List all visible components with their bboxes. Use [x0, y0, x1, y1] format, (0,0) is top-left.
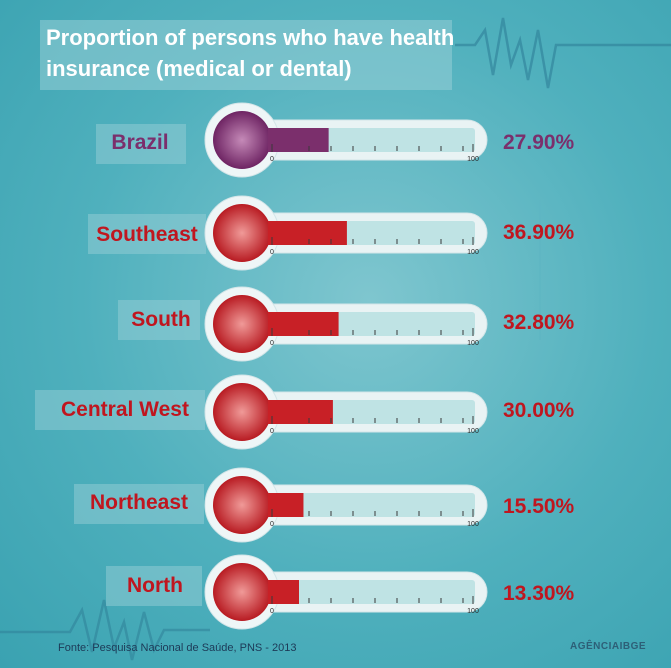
tube-track-north — [272, 580, 475, 604]
scale-min-label-north: 0 — [270, 608, 274, 615]
chart-title: Proportion of persons who have health in… — [46, 25, 455, 81]
scale-max-label-southeast: 100 — [467, 249, 479, 256]
bulb-south — [213, 295, 271, 353]
scale-min-label-brazil: 0 — [270, 156, 274, 163]
label-box-brazil — [96, 124, 186, 164]
category-label-brazil: Brazil — [111, 131, 169, 154]
label-box-northeast — [74, 484, 204, 524]
category-label-north: North — [127, 574, 183, 597]
scale-min-label-south: 0 — [270, 340, 274, 347]
category-label-central-west: Central West — [61, 398, 189, 421]
value-label-northeast: 15.50% — [503, 495, 575, 518]
tube-track-northeast — [272, 493, 475, 517]
value-label-southeast: 36.90% — [503, 221, 575, 244]
bulb-southeast — [213, 204, 271, 262]
value-label-brazil: 27.90% — [503, 131, 575, 154]
scale-min-label-central-west: 0 — [270, 428, 274, 435]
bulb-northeast — [213, 476, 271, 534]
scale-max-label-north: 100 — [467, 608, 479, 615]
brand-logo-text: AGÊNCIAIBGE — [570, 641, 647, 652]
value-bar-brazil — [268, 128, 329, 152]
category-label-southeast: Southeast — [96, 223, 198, 246]
value-bar-north — [268, 580, 299, 604]
bulb-brazil — [213, 111, 271, 169]
bulb-central-west — [213, 383, 271, 441]
value-bar-northeast — [268, 493, 304, 517]
label-box-southeast — [88, 214, 206, 254]
scale-max-label-northeast: 100 — [467, 521, 479, 528]
label-box-north — [106, 566, 202, 606]
label-box-south — [118, 300, 200, 340]
scale-min-label-northeast: 0 — [270, 521, 274, 528]
scale-max-label-central-west: 100 — [467, 428, 479, 435]
category-label-south: South — [131, 308, 191, 331]
title-background — [40, 20, 452, 90]
source-note: Fonte: Pesquisa Nacional de Saúde, PNS -… — [58, 642, 297, 654]
value-bar-southeast — [268, 221, 347, 245]
scale-max-label-brazil: 100 — [467, 156, 479, 163]
value-label-central-west: 30.00% — [503, 399, 575, 422]
value-label-north: 13.30% — [503, 582, 575, 605]
category-label-northeast: Northeast — [89, 491, 189, 514]
value-bar-south — [268, 312, 339, 336]
bulb-north — [213, 563, 271, 621]
scale-max-label-south: 100 — [467, 340, 479, 347]
scale-min-label-southeast: 0 — [270, 249, 274, 256]
label-box-central-west — [35, 390, 205, 430]
value-bar-central-west — [268, 400, 333, 424]
value-label-south: 32.80% — [503, 311, 575, 334]
